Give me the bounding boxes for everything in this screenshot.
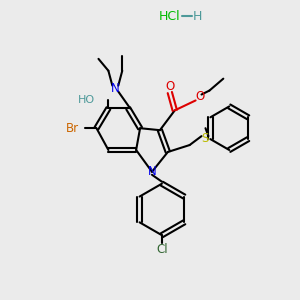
Text: HCl: HCl bbox=[159, 10, 181, 23]
Text: O: O bbox=[165, 80, 174, 93]
Text: H: H bbox=[193, 10, 202, 23]
Text: N: N bbox=[148, 165, 156, 178]
Text: HO: HO bbox=[77, 95, 94, 106]
Text: Br: Br bbox=[66, 122, 79, 135]
Text: S: S bbox=[201, 132, 208, 145]
Text: O: O bbox=[195, 90, 204, 103]
Text: N: N bbox=[111, 82, 120, 95]
Text: Cl: Cl bbox=[156, 243, 168, 256]
